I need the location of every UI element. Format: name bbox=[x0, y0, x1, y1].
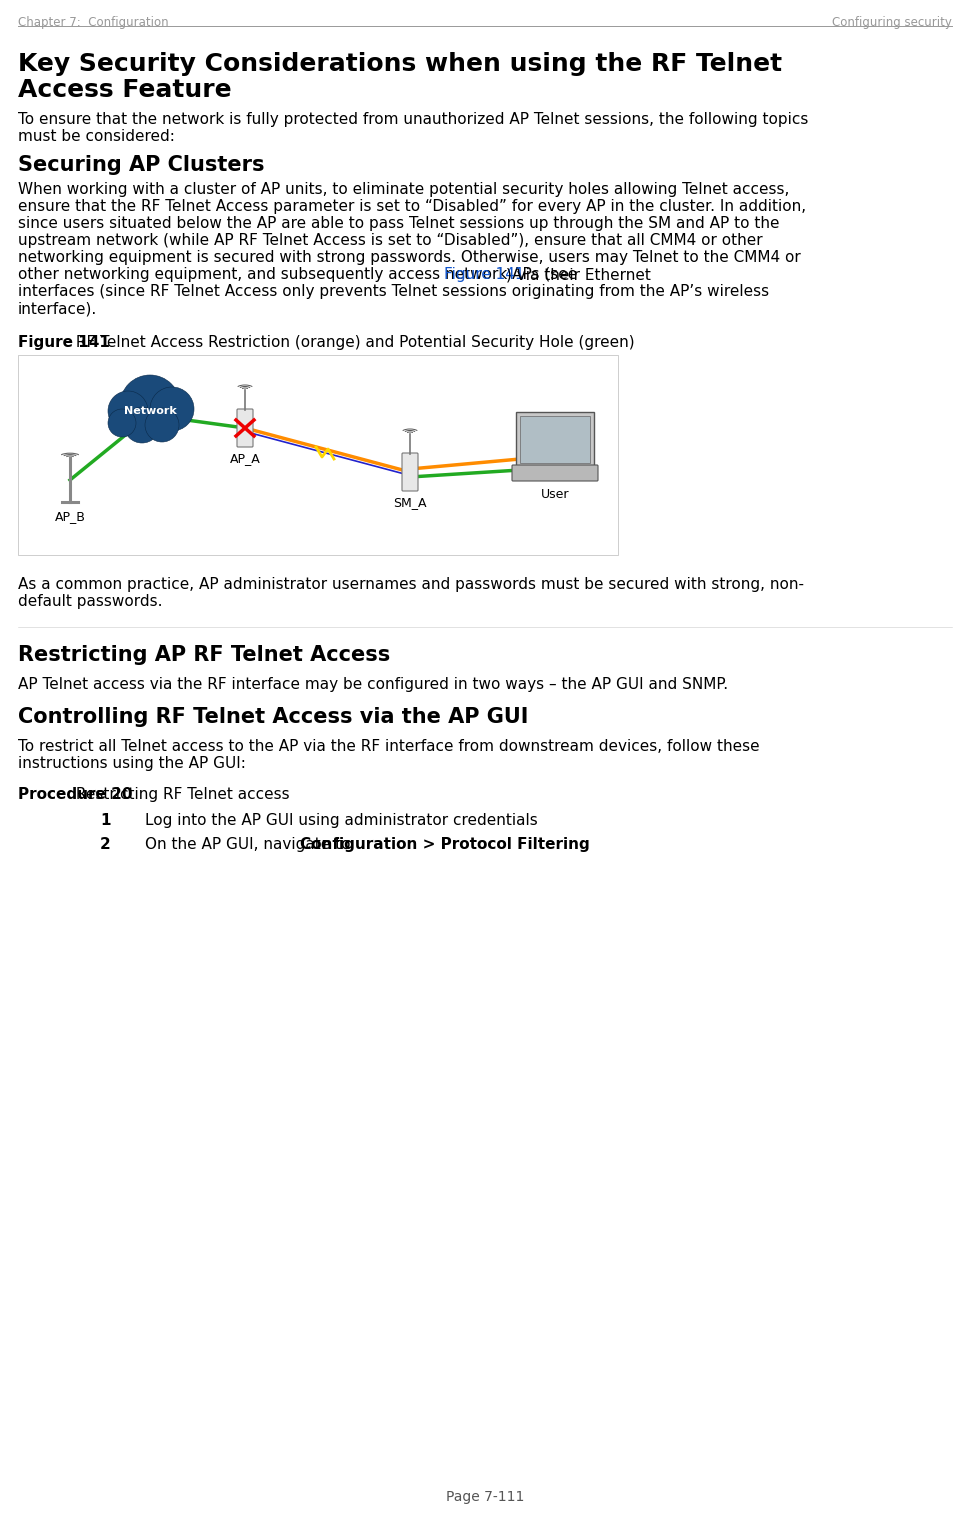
Text: 1: 1 bbox=[100, 813, 110, 828]
Text: Configuration > Protocol Filtering: Configuration > Protocol Filtering bbox=[299, 837, 589, 852]
Text: Procedure 20: Procedure 20 bbox=[18, 787, 133, 802]
Text: RF Telnet Access Restriction (orange) and Potential Security Hole (green): RF Telnet Access Restriction (orange) an… bbox=[71, 335, 634, 350]
Text: AP_A: AP_A bbox=[230, 453, 260, 465]
FancyBboxPatch shape bbox=[401, 453, 418, 491]
Circle shape bbox=[108, 409, 136, 438]
Text: networking equipment is secured with strong passwords. Otherwise, users may Teln: networking equipment is secured with str… bbox=[18, 250, 800, 265]
Text: Figure 141: Figure 141 bbox=[18, 335, 109, 350]
Text: Controlling RF Telnet Access via the AP GUI: Controlling RF Telnet Access via the AP … bbox=[18, 707, 528, 727]
Text: Restricting AP RF Telnet Access: Restricting AP RF Telnet Access bbox=[18, 645, 390, 665]
Text: Configuring security: Configuring security bbox=[831, 17, 951, 29]
FancyBboxPatch shape bbox=[236, 409, 253, 447]
Text: Securing AP Clusters: Securing AP Clusters bbox=[18, 154, 265, 176]
Text: Log into the AP GUI using administrator credentials: Log into the AP GUI using administrator … bbox=[144, 813, 537, 828]
Circle shape bbox=[144, 407, 179, 442]
Text: User: User bbox=[540, 488, 569, 501]
Text: ensure that the RF Telnet Access parameter is set to “Disabled” for every AP in : ensure that the RF Telnet Access paramet… bbox=[18, 198, 805, 213]
Text: AP Telnet access via the RF interface may be configured in two ways – the AP GUI: AP Telnet access via the RF interface ma… bbox=[18, 677, 728, 692]
Text: Key Security Considerations when using the RF Telnet: Key Security Considerations when using t… bbox=[18, 51, 781, 76]
Text: must be considered:: must be considered: bbox=[18, 129, 174, 144]
Text: default passwords.: default passwords. bbox=[18, 593, 163, 609]
Text: Figure 141: Figure 141 bbox=[444, 266, 524, 282]
FancyBboxPatch shape bbox=[519, 416, 589, 463]
Text: Chapter 7:  Configuration: Chapter 7: Configuration bbox=[18, 17, 169, 29]
Circle shape bbox=[124, 407, 160, 444]
FancyBboxPatch shape bbox=[512, 465, 597, 481]
Text: since users situated below the AP are able to pass Telnet sessions up through th: since users situated below the AP are ab… bbox=[18, 217, 779, 232]
Text: To restrict all Telnet access to the AP via the RF interface from downstream dev: To restrict all Telnet access to the AP … bbox=[18, 739, 759, 754]
Circle shape bbox=[150, 388, 194, 431]
Circle shape bbox=[120, 375, 180, 435]
Text: SM_A: SM_A bbox=[392, 497, 426, 509]
Circle shape bbox=[108, 391, 148, 431]
Text: When working with a cluster of AP units, to eliminate potential security holes a: When working with a cluster of AP units,… bbox=[18, 182, 789, 197]
Text: interface).: interface). bbox=[18, 301, 97, 316]
Text: Network: Network bbox=[123, 406, 176, 416]
Text: AP_B: AP_B bbox=[54, 510, 85, 522]
Text: On the AP GUI, navigate to: On the AP GUI, navigate to bbox=[144, 837, 355, 852]
Text: Access Feature: Access Feature bbox=[18, 79, 232, 101]
Bar bbox=[18, 354, 617, 556]
FancyBboxPatch shape bbox=[516, 412, 593, 466]
Text: ) via their Ethernet: ) via their Ethernet bbox=[506, 266, 650, 282]
Text: As a common practice, AP administrator usernames and passwords must be secured w: As a common practice, AP administrator u… bbox=[18, 577, 803, 592]
Text: interfaces (since RF Telnet Access only prevents Telnet sessions originating fro: interfaces (since RF Telnet Access only … bbox=[18, 285, 768, 298]
Text: upstream network (while AP RF Telnet Access is set to “Disabled”), ensure that a: upstream network (while AP RF Telnet Acc… bbox=[18, 233, 762, 248]
Text: To ensure that the network is fully protected from unauthorized AP Telnet sessio: To ensure that the network is fully prot… bbox=[18, 112, 807, 127]
Text: instructions using the AP GUI:: instructions using the AP GUI: bbox=[18, 755, 245, 771]
Text: 2: 2 bbox=[100, 837, 110, 852]
Text: Restricting RF Telnet access: Restricting RF Telnet access bbox=[72, 787, 290, 802]
Text: Page 7-111: Page 7-111 bbox=[446, 1490, 523, 1503]
Text: other networking equipment, and subsequently access network APs (see: other networking equipment, and subseque… bbox=[18, 266, 581, 282]
